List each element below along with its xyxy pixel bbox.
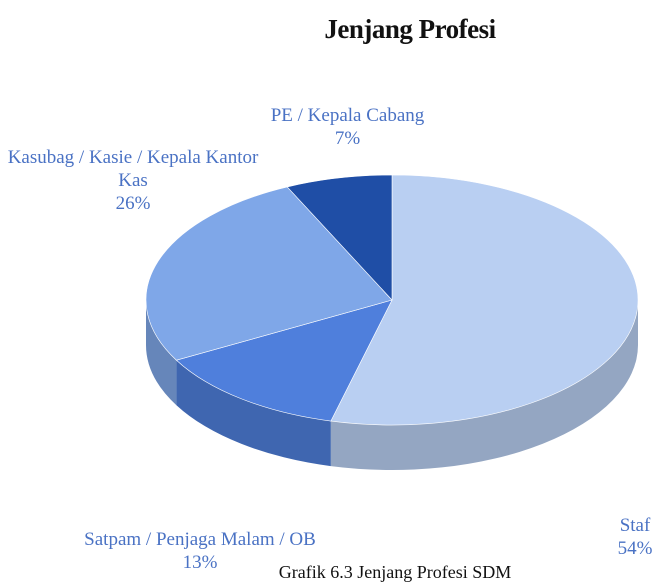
value-label: 13% xyxy=(182,552,218,573)
slice xyxy=(330,174,639,426)
slice-label: PE / Kepala Cabang 7% xyxy=(225,104,470,150)
chart-title: Jenjang Profesi xyxy=(324,14,496,44)
value-label: 54% xyxy=(617,538,653,559)
caption: Grafik 6.3 Jenjang Profesi SDM xyxy=(278,562,512,582)
category-label: Kasubag / Kasie / Kepala Kantor Kas xyxy=(7,147,259,191)
slice xyxy=(145,186,393,361)
slice xyxy=(286,174,393,301)
value-label: 26% xyxy=(115,193,151,214)
slice xyxy=(175,299,393,422)
slice-side xyxy=(176,360,331,467)
category-label: Satpam / Penjaga Malam / OB xyxy=(84,529,316,550)
category-label: PE / Kepala Cabang xyxy=(270,105,425,126)
value-label: 7% xyxy=(334,128,361,149)
slice-label: Kasubag / Kasie / Kepala Kantor Kas 26% xyxy=(0,146,266,215)
slice-label: Staf 54% xyxy=(600,514,660,560)
slice-label: Satpam / Penjaga Malam / OB 13% xyxy=(30,528,370,574)
slice-side xyxy=(146,300,177,406)
slice-side xyxy=(330,300,638,470)
category-label: Staf xyxy=(619,515,651,536)
